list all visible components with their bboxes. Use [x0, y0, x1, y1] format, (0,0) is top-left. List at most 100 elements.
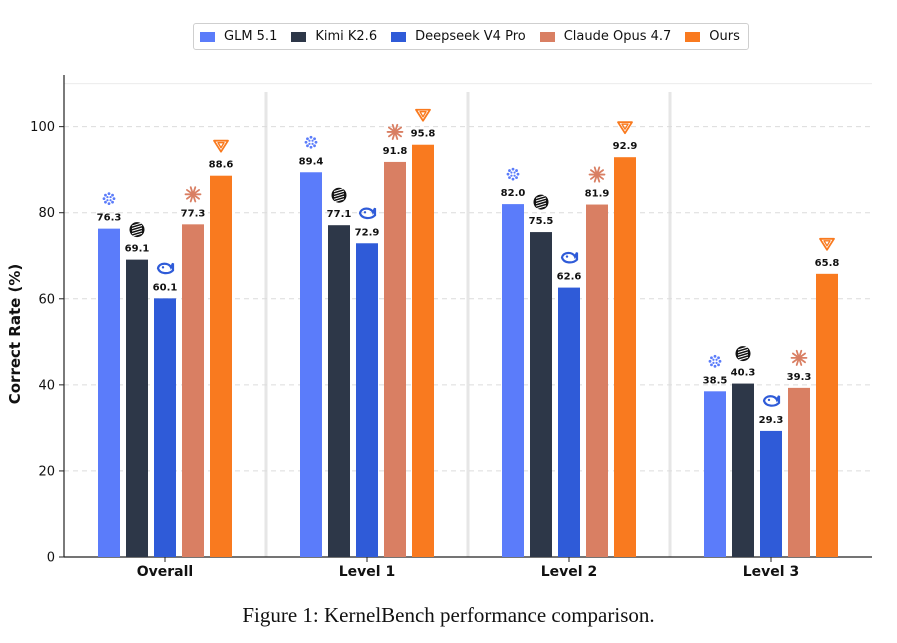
- ours-logo-inner: [217, 142, 225, 149]
- bar: [788, 387, 810, 557]
- deepseek-whale-icon: [762, 395, 781, 407]
- glm-logo-dot: [513, 171, 516, 174]
- glm-logo-dot: [314, 140, 318, 144]
- glm-logo-dot: [712, 358, 715, 361]
- glm-logo-dot: [107, 192, 111, 196]
- deepseek-whale-icon: [358, 207, 377, 220]
- bar: [98, 228, 120, 557]
- legend-label: Ours: [709, 29, 740, 44]
- data-label: 91.8: [383, 146, 408, 157]
- kimi-logo-stripe: [535, 202, 547, 207]
- bar: [502, 204, 524, 557]
- deepseek-whale-outline: [762, 395, 781, 407]
- y-tick-label: 20: [38, 464, 55, 479]
- glm-logo-dot: [311, 139, 314, 142]
- data-label: 62.6: [557, 272, 582, 283]
- kimi-logo-stripe: [535, 194, 547, 199]
- ours-logo-inner: [621, 123, 629, 130]
- glm-logo-dot: [306, 144, 309, 148]
- data-label: 92.9: [613, 141, 638, 152]
- bar: [210, 175, 232, 558]
- data-label: 88.6: [209, 160, 234, 171]
- glm-logo-icon: [304, 135, 318, 149]
- kimi-logo-stripe: [131, 222, 143, 227]
- glm-logo-dot: [109, 199, 112, 202]
- ours-logo-inner: [823, 240, 831, 247]
- kimi-logo-stripe: [535, 200, 547, 205]
- glm-logo-dot: [309, 145, 313, 149]
- kimi-logo-stripe: [737, 348, 749, 353]
- bar-chart: 0 20 40 60 80 100 Correct Rate (%) 76.3 69.1 60.1…: [6, 75, 872, 580]
- x-tick-label: Level 1: [339, 564, 395, 580]
- glm-logo-dot: [511, 167, 515, 171]
- glm-logo-dot: [717, 363, 720, 367]
- kimi-logo-stripe: [737, 351, 749, 356]
- data-label: 29.3: [759, 415, 784, 426]
- data-label: 40.3: [731, 368, 756, 379]
- data-label: 69.1: [125, 244, 150, 255]
- data-label: 95.8: [411, 129, 436, 140]
- bar: [126, 259, 148, 557]
- glm-logo-dot: [112, 197, 116, 201]
- deepseek-whale-eye: [767, 398, 771, 402]
- glm-logo-dot: [713, 354, 717, 358]
- bar: [328, 225, 350, 557]
- glm-logo-dot: [107, 202, 111, 206]
- legend-item: GLM 5.1: [200, 29, 277, 44]
- kimi-logo-stripe: [131, 227, 143, 232]
- glm-logo-dot: [506, 172, 510, 176]
- glm-logo-dot: [713, 364, 717, 368]
- glm-logo-dot: [308, 142, 311, 145]
- ours-logo-icon: [617, 121, 633, 135]
- bar: [760, 430, 782, 557]
- glm-logo-dot: [708, 359, 712, 363]
- legend-swatch: [291, 31, 307, 42]
- glm-logo-dot: [309, 135, 313, 139]
- deepseek-whale-eye: [565, 255, 569, 258]
- claude-starburst-icon: [184, 186, 202, 203]
- deepseek-whale-outline: [156, 262, 175, 275]
- data-label: 72.9: [355, 227, 380, 238]
- glm-logo-dot: [508, 176, 511, 180]
- legend-item: Deepseek V4 Pro: [391, 29, 526, 44]
- legend-swatch: [685, 31, 701, 42]
- glm-logo-dot: [715, 361, 718, 364]
- bar: [384, 161, 406, 558]
- glm-logo-dot: [508, 169, 511, 172]
- bar: [732, 383, 754, 557]
- glm-logo-dot: [510, 174, 513, 177]
- y-axis-label: Correct Rate (%): [6, 264, 24, 405]
- figure-caption: Figure 1: KernelBench performance compar…: [242, 603, 655, 627]
- deepseek-whale-icon: [560, 251, 579, 264]
- glm-logo-dot: [710, 363, 713, 367]
- kimi-logo-stripe: [737, 346, 749, 351]
- data-label: 82.0: [501, 188, 526, 199]
- glm-logo-icon: [708, 354, 722, 368]
- claude-starburst-ray: [192, 189, 200, 196]
- y-tick-label: 100: [30, 120, 55, 135]
- y-tick-label: 40: [38, 378, 55, 393]
- glm-logo-dot: [717, 356, 720, 360]
- kimi-logo-icon: [129, 222, 145, 238]
- y-tick-label: 60: [38, 292, 55, 307]
- kimi-logo-stripe: [131, 230, 143, 235]
- legend-label: Claude Opus 4.7: [563, 29, 672, 44]
- legend-item: Kimi K2.6: [291, 29, 377, 44]
- data-label: 60.1: [153, 282, 178, 293]
- glm-logo-dot: [311, 142, 314, 145]
- bar: [154, 298, 176, 557]
- bar: [356, 243, 378, 557]
- kimi-logo-stripe: [333, 193, 345, 198]
- ours-logo-outer: [415, 108, 431, 122]
- glm-logo-dot: [104, 193, 107, 197]
- glm-logo-dot: [515, 176, 518, 180]
- glm-logo-dot: [106, 199, 109, 202]
- kimi-logo-stripe: [131, 225, 143, 230]
- glm-logo-dot: [102, 197, 106, 201]
- glm-logo-dot: [718, 359, 722, 363]
- bar: [704, 391, 726, 557]
- glm-logo-icon: [506, 167, 520, 181]
- claude-starburst-ray: [596, 169, 604, 176]
- bar: [816, 273, 838, 557]
- kimi-logo-stripe: [333, 188, 345, 192]
